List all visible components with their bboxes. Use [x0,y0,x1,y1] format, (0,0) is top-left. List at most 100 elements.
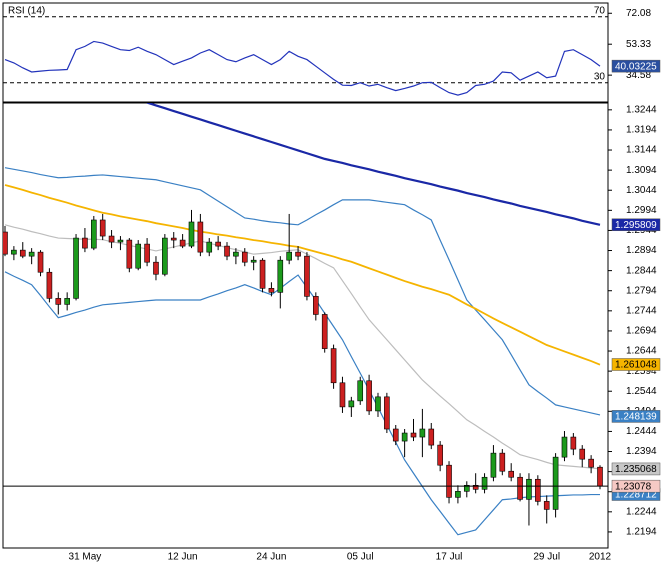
candle-body [437,444,443,466]
price-label-box [611,59,661,73]
candle-body [206,241,213,253]
y-tick-label: 1.3194 [626,125,657,136]
candle-body [197,221,204,253]
price-plot [3,103,608,536]
candle-body [499,452,506,472]
candle-body [108,235,115,243]
candle-body [357,380,364,402]
x-tick-label: 29 Jul [533,552,560,563]
candle-body [117,239,124,243]
rsi-level-label: 30 [594,71,606,82]
candle-body [11,249,17,255]
price-label: 1.235068 [615,464,657,475]
candle-body [339,382,346,408]
overlay-line [4,167,601,416]
candle-body [410,432,417,438]
candle-body [526,478,532,500]
candle-body [37,251,44,273]
x-tick-label: 31 May [69,552,102,563]
price-label: 1.228712 [615,490,657,501]
candle-body [126,239,133,269]
price-label-box [611,410,661,423]
rsi-y-tick-label: 34.58 [626,70,651,81]
y-tick-label: 1.2794 [626,285,657,296]
x-tick-label: 12 Jun [168,552,198,563]
candle-body [215,241,221,247]
y-tick-label: 1.2744 [626,305,657,316]
y-tick-label: 1.3094 [626,165,657,176]
candle-body [552,456,559,510]
candle-body [535,478,541,502]
candle-body [455,491,461,498]
candle-body [401,432,408,442]
candle-body [588,458,594,468]
rsi-y-tick-label: 72.08 [626,8,651,19]
candle-body [463,484,470,492]
candle-body [153,261,159,275]
candle-body [392,428,399,442]
price-label: 1.23078 [615,481,652,492]
candle-body [99,219,106,237]
price-label-box [611,462,661,476]
x-tick-label: 05 Jul [347,552,374,563]
y-tick-label: 1.2644 [626,346,657,357]
candle-body [135,243,142,269]
overlay-line [4,184,601,366]
candle-body [224,245,230,257]
overlay-line [4,271,600,536]
candle-body [295,251,301,257]
y-tick-label: 1.2844 [626,265,657,276]
candle-body [144,243,150,263]
overlay-line [146,103,601,226]
y-tick-label: 1.3044 [626,185,657,196]
x-tick-label: 24 Jun [256,552,286,563]
price-panel [2,102,609,549]
candle-body [73,237,79,299]
candle-body [481,476,488,490]
rsi-y-tick-label: 53.33 [626,39,651,50]
candle-body [179,239,186,247]
candle-body [241,251,248,263]
y-tick-label: 1.2444 [626,426,657,437]
x-tick-label: 17 Jul [436,552,463,563]
candle-body [55,298,62,305]
candle-body [543,501,550,510]
candle-body [286,251,292,261]
candle-body [348,400,355,408]
y-tick-label: 1.3244 [626,104,657,115]
rsi-title: RSI (14) [8,6,45,17]
candle-body [162,237,168,275]
price-label-box [611,218,661,232]
candle-body [597,466,603,487]
candle-body [64,298,70,305]
candle-body [517,476,523,500]
candle-body [561,436,568,458]
candle-body [46,271,53,299]
price-label: 1.261048 [615,360,657,371]
rsi-panel [2,2,609,103]
candle-body [3,231,8,255]
candle-body [19,249,26,257]
candle-body [28,251,35,257]
rsi-plot [3,16,608,96]
candle-body [82,237,88,249]
candle-body [472,484,479,490]
rsi-level-label: 70 [594,5,606,16]
y-tick-label: 1.2194 [626,527,657,538]
y-tick-label: 1.3144 [626,145,657,156]
candle-body [277,259,284,293]
y-tick-label: 1.2544 [626,386,657,397]
candle-body [508,470,514,478]
y-tick-label: 1.2594 [626,366,657,377]
y-tick-label: 1.2244 [626,506,657,517]
candle-body [313,296,319,315]
candle-body [250,259,257,263]
x-tick-label: 2012 [589,552,612,563]
overlay-line [4,224,601,470]
candle-body [428,428,435,446]
candle-body [384,396,390,430]
rsi-line [4,40,601,96]
candle-body [268,288,275,293]
candle-body [304,255,310,297]
